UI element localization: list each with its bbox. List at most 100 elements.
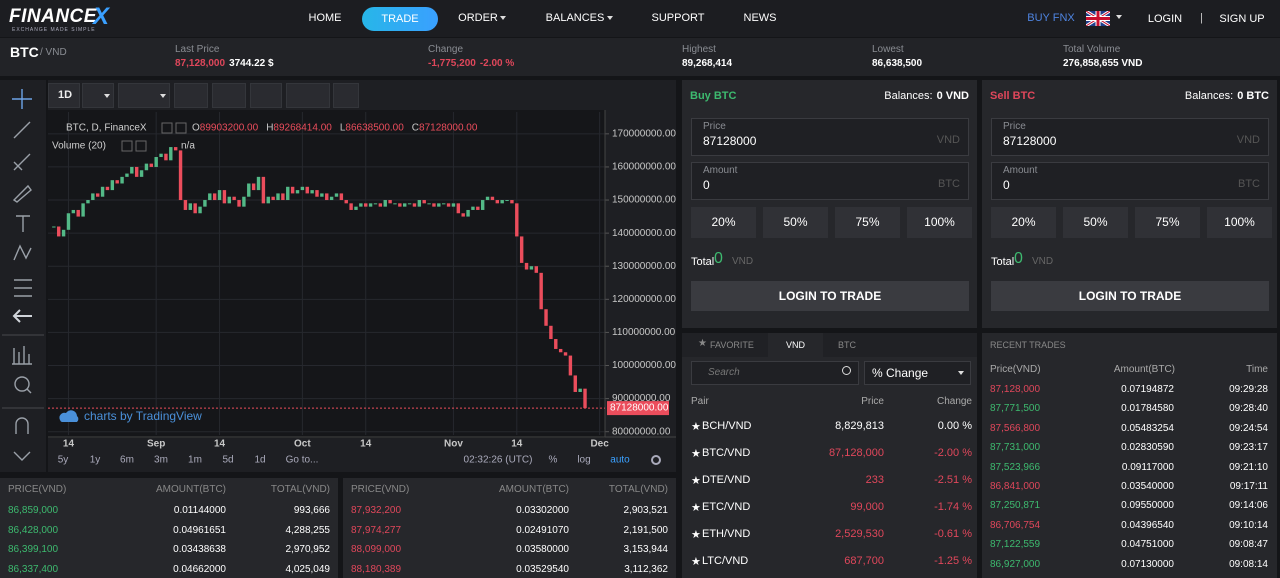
pair-cell[interactable]: LTC/VND xyxy=(702,555,749,567)
ohlc-value: 89903200.00 xyxy=(200,123,259,134)
range-button[interactable]: 1m xyxy=(188,455,202,466)
price-input[interactable] xyxy=(691,118,969,156)
sort-select[interactable] xyxy=(864,361,971,385)
pair-cell[interactable]: ETC/VND xyxy=(702,501,751,513)
market-tab[interactable]: FAVORITE xyxy=(710,340,754,350)
balance-value: 0 BTC xyxy=(1237,90,1269,102)
y-tick-label: 160000000.00 xyxy=(612,162,676,173)
change-cell: -0.61 % xyxy=(934,528,972,540)
amount-input[interactable] xyxy=(991,162,1269,200)
y-tick-label: 120000000.00 xyxy=(612,294,676,305)
book-cell: 86,337,400 xyxy=(8,563,59,575)
x-tick-label: 14 xyxy=(360,439,372,450)
pair-quote: / VND xyxy=(40,47,67,58)
nav-item[interactable]: HOME xyxy=(308,12,342,24)
trade-amount: 0.01784580 xyxy=(1121,403,1174,415)
percent-button[interactable]: 20% xyxy=(991,207,1056,238)
range-button[interactable]: 1d xyxy=(254,455,265,466)
candle xyxy=(441,203,446,205)
search-input[interactable] xyxy=(691,361,859,385)
amount-label: Amount xyxy=(1003,165,1038,176)
nav-item[interactable]: TRADE xyxy=(362,7,438,31)
nav-item[interactable]: NEWS xyxy=(743,12,777,24)
login-link[interactable]: LOGIN xyxy=(1147,13,1183,25)
section-title: RECENT TRADES xyxy=(990,340,1066,350)
trades-header: Amount(BTC) xyxy=(1113,364,1175,375)
flag-icon[interactable] xyxy=(1086,11,1110,26)
signup-link[interactable]: SIGN UP xyxy=(1219,13,1265,25)
market-tab[interactable]: BTC xyxy=(838,340,856,350)
toolbar-button[interactable] xyxy=(333,83,359,108)
login-button[interactable]: LOGIN TO TRADE xyxy=(691,281,969,311)
percent-button[interactable]: 50% xyxy=(763,207,828,238)
stat-extra: 3744.22 $ xyxy=(229,58,274,69)
pair-cell[interactable]: BTC/VND xyxy=(702,447,751,459)
range-button[interactable]: 5d xyxy=(222,455,233,466)
toolbar-button[interactable] xyxy=(286,83,330,108)
toolbar-button[interactable] xyxy=(174,83,208,108)
interval-button[interactable]: 1D xyxy=(58,89,73,101)
log-toggle: log xyxy=(577,455,590,466)
percent-button[interactable]: 100% xyxy=(907,207,972,238)
candle xyxy=(568,355,573,376)
ohlc-value: 89268414.00 xyxy=(273,123,332,134)
percent-button[interactable]: 20% xyxy=(691,207,756,238)
pair-cell[interactable]: ETH/VND xyxy=(702,528,751,540)
trades-header: Price(VND) xyxy=(990,364,1041,375)
sort-label: % Change xyxy=(872,366,929,380)
candle xyxy=(144,163,149,171)
trade-price: 87,122,559 xyxy=(990,539,1041,551)
toolbar-button[interactable] xyxy=(250,83,282,108)
amount-unit: BTC xyxy=(1238,178,1260,190)
ohlc-value: 86638500.00 xyxy=(345,123,404,134)
legend-box xyxy=(175,122,187,134)
toolbar-button[interactable] xyxy=(48,83,80,108)
percent-button[interactable]: 50% xyxy=(1063,207,1128,238)
percent-button[interactable]: 75% xyxy=(1135,207,1200,238)
percent-button[interactable]: 100% xyxy=(1207,207,1272,238)
change-cell: -2.51 % xyxy=(934,474,972,486)
login-button[interactable]: LOGIN TO TRADE xyxy=(991,281,1269,311)
candle xyxy=(86,200,90,204)
candle xyxy=(437,203,441,207)
candle xyxy=(71,209,76,214)
trade-time: 09:23:17 xyxy=(1229,442,1268,454)
star-icon: ★ xyxy=(691,556,701,568)
range-button[interactable]: 6m xyxy=(120,455,134,466)
market-tab[interactable]: VND xyxy=(786,340,806,350)
range-button[interactable]: 1y xyxy=(90,455,101,466)
percent-button[interactable]: 75% xyxy=(835,207,900,238)
book-cell: 86,399,100 xyxy=(8,544,59,556)
toolbar-button[interactable] xyxy=(212,83,246,108)
nav-item[interactable]: SUPPORT xyxy=(651,12,705,24)
candle xyxy=(529,266,534,270)
trade-price: 87,523,966 xyxy=(990,461,1041,473)
candle xyxy=(539,272,543,310)
range-button[interactable]: Go to... xyxy=(286,455,319,466)
buy-fnx-link[interactable]: BUY FNX xyxy=(1027,12,1075,24)
price-input[interactable] xyxy=(991,118,1269,156)
candle xyxy=(456,203,461,214)
nav-item[interactable]: BALANCES xyxy=(545,12,605,24)
nav-item[interactable]: ORDER xyxy=(458,12,498,24)
pair-cell[interactable]: DTE/VND xyxy=(702,474,751,486)
y-tick-label: 170000000.00 xyxy=(612,128,676,139)
order-book xyxy=(343,478,676,578)
candle xyxy=(61,229,66,237)
change-cell: -1.74 % xyxy=(934,501,972,513)
candle xyxy=(325,193,329,201)
candle xyxy=(315,190,319,197)
candle xyxy=(183,200,188,210)
candle xyxy=(232,196,236,201)
market-header: Change xyxy=(936,396,972,407)
pair-cell[interactable]: BCH/VND xyxy=(702,420,752,432)
watermark: charts by TradingView xyxy=(84,409,202,423)
search-placeholder: Search xyxy=(708,367,740,378)
amount-input[interactable] xyxy=(691,162,969,200)
balance-value: 0 VND xyxy=(936,90,969,102)
range-button[interactable]: 5y xyxy=(58,455,69,466)
book-cell: 0.03438638 xyxy=(173,544,226,556)
range-button[interactable]: 3m xyxy=(154,455,168,466)
candle xyxy=(329,196,334,201)
x-tick-label: 14 xyxy=(214,439,226,450)
